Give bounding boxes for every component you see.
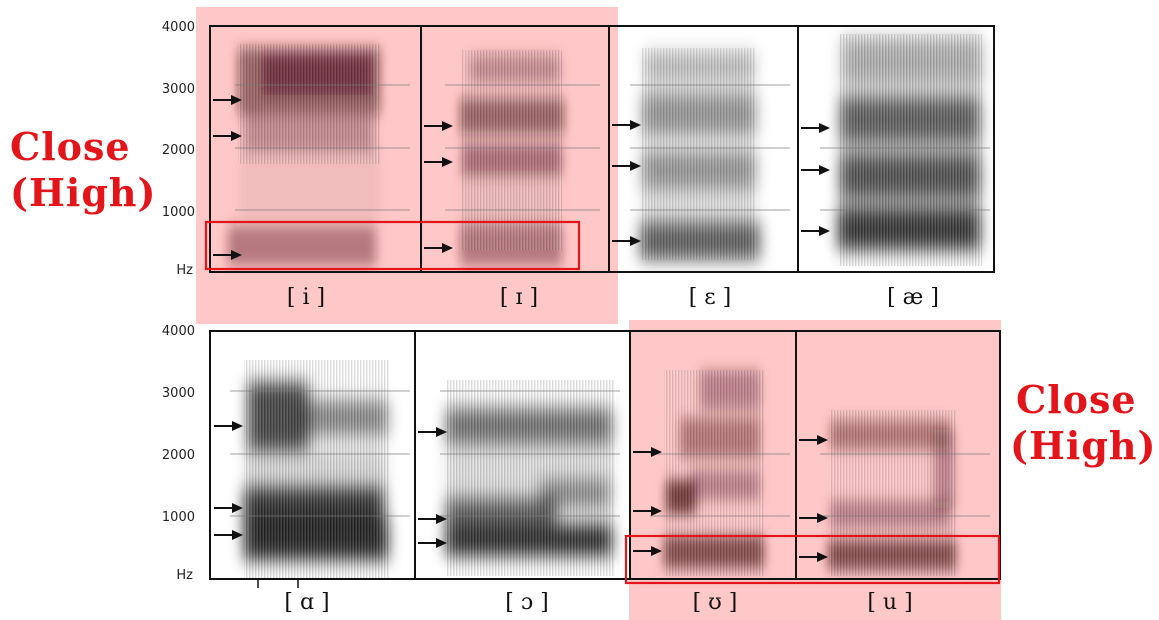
vowel-label-ih: [ ɪ ] [500,285,538,310]
spectrogram-aw [446,380,614,576]
formant-arrow [214,421,243,431]
formant-arrow [213,250,242,260]
panel-frames [209,25,1001,580]
vowel-label-u: [ u ] [867,590,912,615]
formant-arrow [801,165,830,175]
formant-arrow [214,503,243,513]
formant-arrow [799,513,828,523]
spectrogram-ae [838,34,982,266]
formant-arrow [213,95,242,105]
f1-highlight-box-front [204,220,581,271]
vowel-labels-row1: [ i ] [ ɪ ] [ ɛ ] [ æ ] [287,285,939,310]
formant-arrow [633,447,662,457]
spectrogram-u [828,410,956,576]
vowel-label-uh: [ ʊ ] [693,590,738,615]
y-tick-2000: 2000 [162,448,195,463]
formant-arrow [799,435,828,445]
vowel-label-aw: [ ɔ ] [505,590,548,615]
y-tick-1000: 1000 [162,510,195,525]
spectrogram-aa [244,360,390,578]
y-axis-row2: 4000 3000 2000 1000 Hz [162,324,195,583]
formant-arrow [612,120,641,130]
formant-arrow [214,530,243,540]
vowel-label-i: [ i ] [287,285,325,310]
spectrogram-uh [664,370,764,576]
spectrogram-ih [460,50,564,266]
annotation-line-2: (High) [10,170,157,215]
formant-arrows [213,95,830,562]
formant-arrow [801,123,830,133]
formant-arrow [801,226,830,236]
spectrogram-i [228,44,380,266]
annotation-close-high-right: Close (High) [1010,377,1157,469]
y-tick-4000: 4000 [162,20,195,35]
formant-arrow [612,236,641,246]
formant-arrow [424,157,453,167]
vowel-label-aa: [ ɑ ] [284,590,329,615]
spectrogram-eh [640,48,760,260]
formant-arrow [799,552,828,562]
formant-arrow [418,514,447,524]
vowel-label-eh: [ ɛ ] [689,285,732,310]
y-tick-2000: 2000 [162,143,195,158]
y-tick-3000: 3000 [162,386,195,401]
row2-spectrograms [230,360,990,578]
formant-arrow [418,538,447,548]
formant-arrow [424,243,453,253]
y-tick-3000: 3000 [162,82,195,97]
row1-spectrograms [228,34,990,266]
time-ticks [257,579,299,588]
formant-arrow [213,131,242,141]
formant-arrow [612,161,641,171]
y-tick-4000: 4000 [162,324,195,339]
annotation-line-1: Close [10,124,131,169]
y-axis-row1: 4000 3000 2000 1000 Hz [162,20,195,278]
annotation-close-high-left: Close (High) [10,124,157,216]
formant-arrow [418,427,447,437]
formant-arrow [633,506,662,516]
annotation-line-1: Close [1016,377,1137,422]
y-tick-1000: 1000 [162,205,195,220]
vowel-labels-row2: [ ɑ ] [ ɔ ] [ ʊ ] [ u ] [284,590,912,615]
formant-arrow [633,546,662,556]
y-unit-hz: Hz [176,263,193,278]
annotation-line-2: (High) [1010,423,1157,468]
y-unit-hz: Hz [176,568,193,583]
f1-highlight-box-back [624,534,1001,585]
formant-arrow [424,121,453,131]
vowel-label-ae: [ æ ] [887,285,939,310]
